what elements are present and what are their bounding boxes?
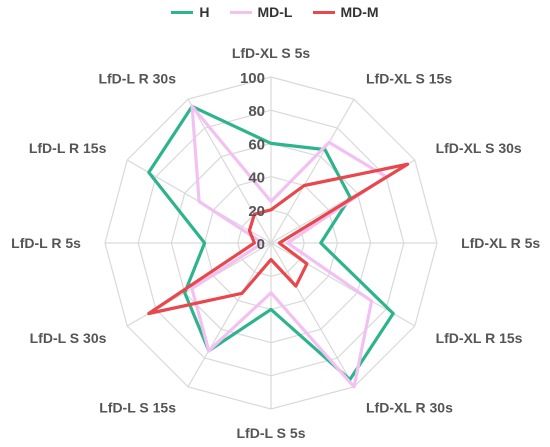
category-label-lfd-l-s-15s: LfD-L S 15s xyxy=(99,400,176,416)
grid-layer xyxy=(104,76,438,410)
category-label-lfd-xl-r-30s: LfD-XL R 30s xyxy=(366,400,453,416)
legend-label-h: H xyxy=(199,4,210,20)
category-label-lfd-xl-s-30s: LfD-XL S 30s xyxy=(436,140,522,156)
grid-spoke xyxy=(270,98,355,244)
category-labels: LfD-XL S 5s LfD-XL S 15s LfD-XL S 30s LfD-X… xyxy=(11,45,540,441)
category-label-lfd-l-r-15s: LfD-L R 15s xyxy=(29,140,107,156)
category-label-lfd-l-r-5s: LfD-L R 5s xyxy=(11,235,81,251)
tick-labels: 0 20 40 60 80 100 xyxy=(240,70,265,253)
category-label-lfd-l-r-30s: LfD-L R 30s xyxy=(98,70,176,86)
category-label-lfd-xl-r-5s: LfD-XL R 5s xyxy=(461,235,540,251)
legend-swatch-md-l xyxy=(229,10,252,14)
category-label-lfd-xl-s-5s: LfD-XL S 5s xyxy=(232,45,311,61)
series-layer xyxy=(147,104,410,389)
tick-label: 80 xyxy=(248,103,265,120)
legend-swatch-h xyxy=(171,10,194,14)
series-line-h xyxy=(147,104,395,382)
grid-spoke xyxy=(187,98,272,244)
series-line-md-m xyxy=(147,162,410,316)
legend-item-md-l: MD-L xyxy=(229,4,293,20)
legend-label-md-m: MD-M xyxy=(340,4,379,20)
tick-label: 0 xyxy=(257,236,265,253)
grid-spoke xyxy=(187,242,272,388)
legend-swatch-md-m xyxy=(312,10,335,14)
tick-label: 40 xyxy=(248,170,265,187)
tick-label: 20 xyxy=(248,203,265,220)
tick-label: 100 xyxy=(240,70,265,87)
legend: H MD-L MD-M xyxy=(0,4,550,20)
grid-spoke xyxy=(270,242,355,388)
category-label-lfd-xl-s-15s: LfD-XL S 15s xyxy=(366,70,452,86)
category-label-lfd-l-s-30s: LfD-L S 30s xyxy=(30,330,107,346)
tick-label: 60 xyxy=(248,136,265,153)
category-label-lfd-l-s-5s: LfD-L S 5s xyxy=(237,425,306,441)
category-label-lfd-xl-r-15s: LfD-XL R 15s xyxy=(436,330,523,346)
legend-item-h: H xyxy=(171,4,210,20)
legend-item-md-m: MD-M xyxy=(312,4,379,20)
legend-label-md-l: MD-L xyxy=(257,4,293,20)
